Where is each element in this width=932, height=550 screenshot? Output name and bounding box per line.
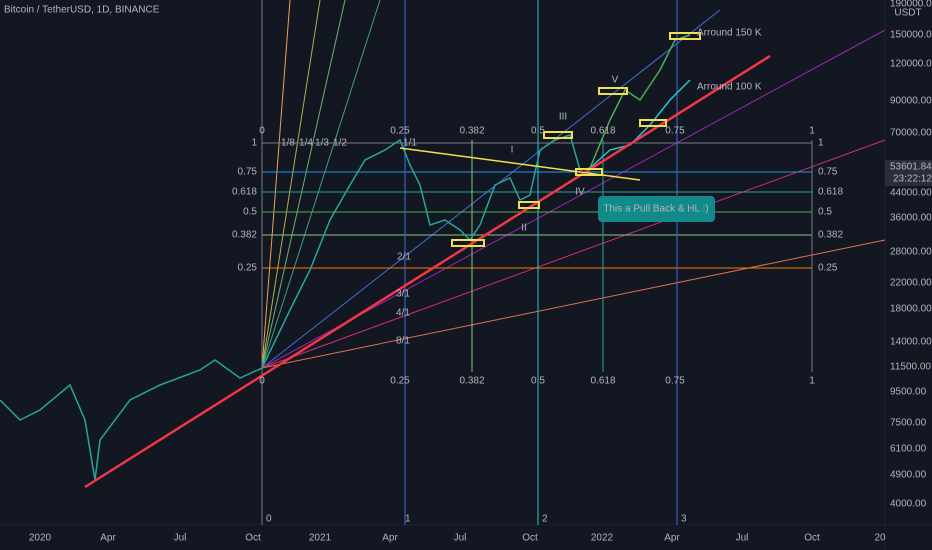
fib-label: 0.25	[238, 263, 258, 274]
fib-time-label: 0	[259, 376, 265, 387]
callout-box	[598, 196, 715, 222]
fib-time-label: 0.75	[665, 376, 685, 387]
wave-label: IV	[575, 187, 585, 198]
time-label: 2022	[591, 533, 614, 544]
time-label: Oct	[245, 533, 261, 544]
price-path	[0, 134, 591, 481]
trendline	[84, 54, 771, 489]
cycle-number: 2	[542, 514, 548, 525]
price-label: 22000.00	[890, 278, 932, 289]
wave-label: I	[511, 145, 514, 156]
projection-cyan	[589, 79, 691, 169]
wave-label: III	[559, 112, 567, 123]
fan-label: 8/1	[396, 336, 410, 347]
currency: USDT	[894, 8, 921, 19]
fan-label: 1/1	[403, 138, 417, 149]
symbol-title: Bitcoin / TetherUSD, 1D, BINANCE	[4, 5, 160, 16]
fan-label: 3/1	[396, 289, 410, 300]
time-label: Apr	[100, 533, 116, 544]
price-label: 9500.00	[890, 387, 927, 398]
fib-label: 0.75	[818, 167, 838, 178]
fan-label: 2/1	[397, 252, 411, 263]
price-tag	[885, 160, 932, 186]
price-label: 120000.00	[890, 59, 932, 70]
fan-label: 1/3	[315, 138, 329, 149]
fib-label: 0.25	[818, 263, 838, 274]
fib-time-label: 0.25	[390, 126, 410, 137]
fib-time-label: 0.25	[390, 376, 410, 387]
price-label: 190000.00	[890, 0, 932, 10]
price-label: 70000.00	[890, 128, 932, 139]
fib-time-label: 0.5	[531, 376, 545, 387]
target-label: Arround 150 K	[697, 28, 762, 39]
time-label: 2020	[29, 533, 52, 544]
fan-label: 1/4	[299, 138, 313, 149]
fib-time-lines	[261, 0, 813, 525]
fib-time-label: 0.618	[590, 376, 615, 387]
fib-time-label: 0	[259, 126, 265, 137]
time-label: Oct	[522, 533, 538, 544]
time-label: Apr	[382, 533, 398, 544]
fib-label: 0.75	[238, 167, 258, 178]
callout-text: This a Pull Back & HL :)	[603, 204, 708, 215]
cycle-number: 1	[405, 514, 411, 525]
target-label: Arround 100 K	[697, 82, 762, 93]
price-label: 11500.00	[890, 362, 931, 373]
highlight-boxes	[451, 32, 701, 247]
price-label: 4000.00	[890, 499, 927, 510]
price-label: 14000.00	[890, 337, 932, 348]
cycle-number: 3	[681, 514, 687, 525]
price-label: 6100.00	[890, 444, 927, 455]
price-label: 28000.00	[890, 247, 932, 258]
fib-label: 0.618	[818, 187, 843, 198]
price-label: 36000.00	[890, 213, 932, 224]
fib-time-label: 0.382	[459, 376, 484, 387]
time-label: Oct	[804, 533, 820, 544]
price-label: 18000.00	[890, 304, 932, 315]
fib-time-label: 1	[809, 126, 815, 137]
fib-label: 0.5	[243, 207, 257, 218]
fib-time-label: 0.75	[665, 126, 685, 137]
fib-levels	[262, 142, 812, 269]
fib-label: 0.382	[818, 230, 843, 241]
fan-label: 1/8	[281, 138, 295, 149]
fib-time-label: 1	[809, 376, 815, 387]
price-label: 90000.00	[890, 96, 932, 107]
wave-label: II	[521, 223, 527, 234]
wave-label: V	[612, 75, 619, 86]
time-label: Jul	[454, 533, 467, 544]
price-label: 44000.00	[890, 188, 932, 199]
time-label: Jul	[174, 533, 187, 544]
price-label: 150000.00	[890, 30, 932, 41]
fib-label: 0.5	[818, 207, 832, 218]
time-label: Apr	[664, 533, 680, 544]
fib-label: 1	[818, 138, 824, 149]
time-label: Jul	[736, 533, 749, 544]
current-price: 53601.84	[890, 162, 932, 173]
cycle-number: 0	[266, 514, 272, 525]
price-label: 4900.00	[890, 470, 927, 481]
gann-fan	[261, 0, 886, 369]
fib-time-label: 0.618	[590, 126, 615, 137]
fib-time-label: 0.382	[459, 126, 484, 137]
price-label: 7500.00	[890, 418, 927, 429]
countdown: 23:22:12	[893, 174, 932, 185]
fib-time-label: 0.5	[531, 126, 545, 137]
time-label: 2021	[309, 533, 332, 544]
fib-label: 1	[251, 138, 257, 149]
fib-label: 0.382	[232, 230, 257, 241]
fan-label: 1/2	[333, 138, 347, 149]
time-label: 20	[874, 533, 886, 544]
fan-label: 4/1	[396, 308, 410, 319]
fib-label: 0.618	[232, 187, 257, 198]
